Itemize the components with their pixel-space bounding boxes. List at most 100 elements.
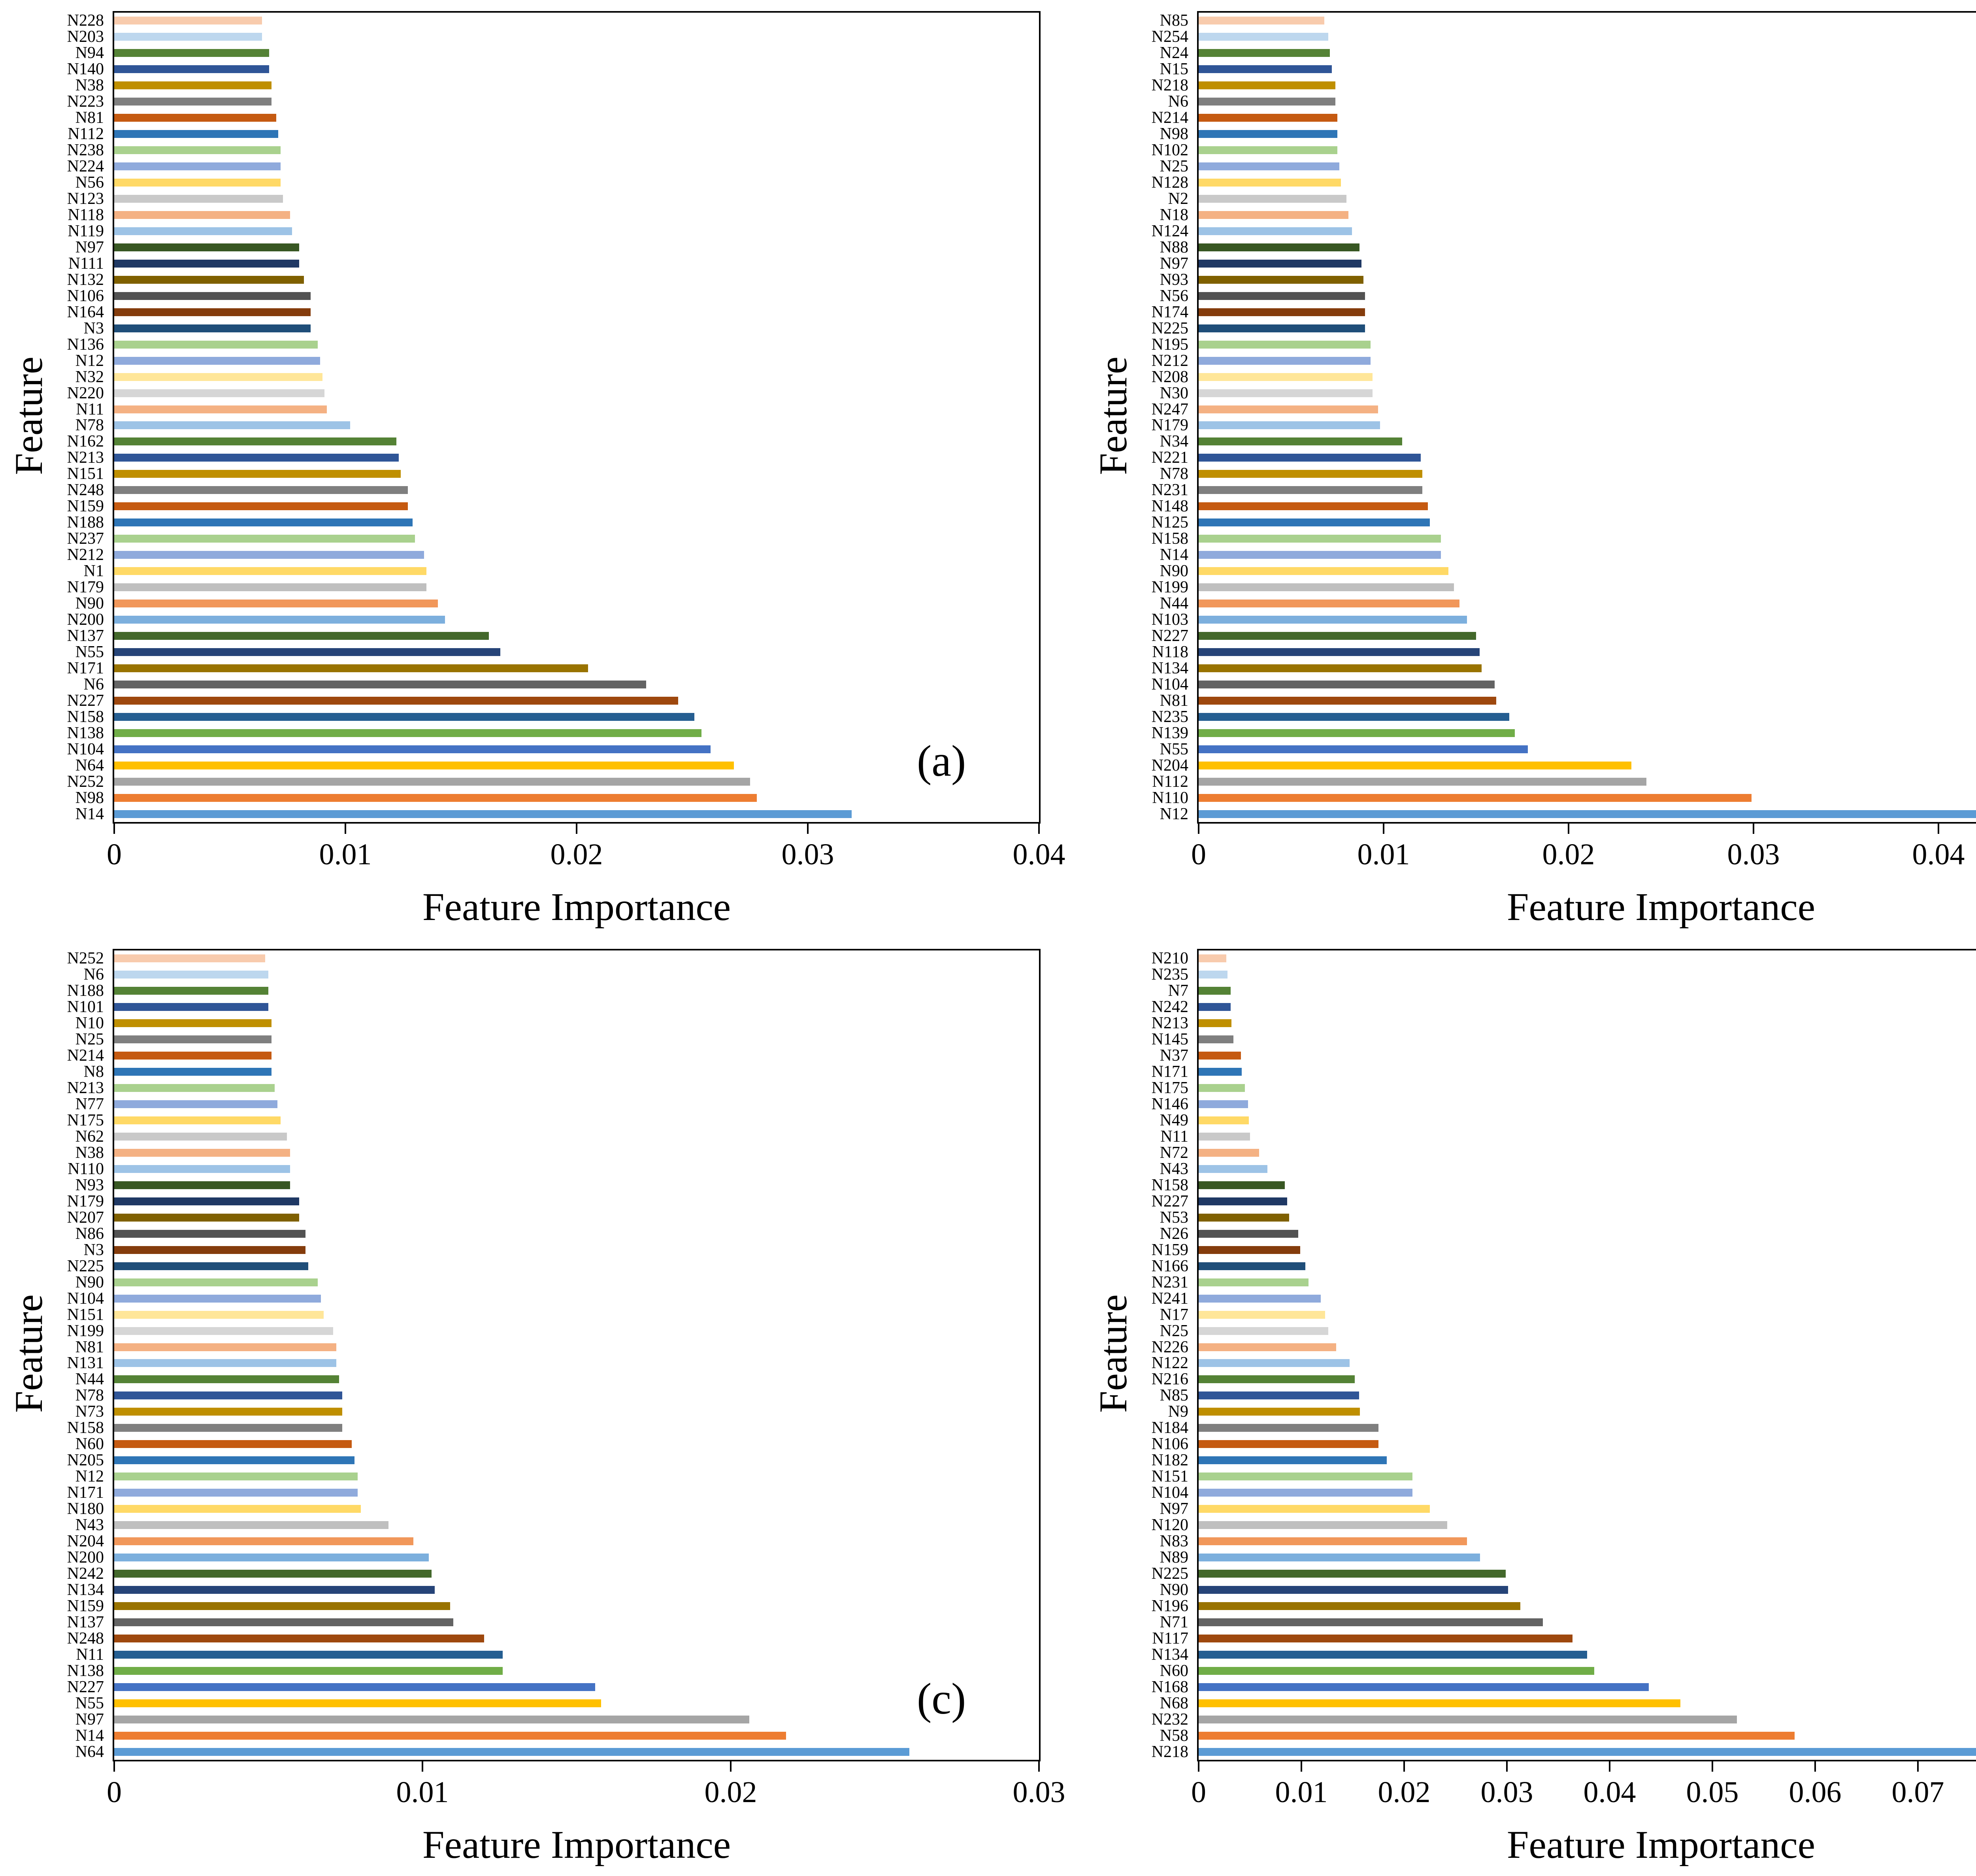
bar <box>1199 1310 1325 1319</box>
bar <box>1199 583 1454 592</box>
bar <box>114 1521 389 1529</box>
y-tick-label: N242 <box>67 1564 104 1583</box>
bar <box>114 49 269 57</box>
bar <box>114 421 350 430</box>
bar <box>114 1618 453 1626</box>
bar <box>1199 729 1515 737</box>
y-tick-label: N60 <box>75 1435 104 1454</box>
y-tick-label: N214 <box>67 1046 104 1065</box>
y-tick-label: N88 <box>1160 238 1188 256</box>
y-tick-label: N137 <box>67 1613 104 1631</box>
y-tick-label: N56 <box>75 173 104 192</box>
y-tick-label: N159 <box>67 1597 104 1615</box>
bar <box>1199 761 1632 769</box>
bar <box>114 308 311 316</box>
y-tick-label: N182 <box>1151 1451 1188 1470</box>
y-tick-label: N151 <box>1151 1467 1188 1486</box>
x-tick-mark <box>1383 824 1384 834</box>
y-tick-label: N12 <box>1160 805 1188 823</box>
bar <box>114 227 292 235</box>
bar <box>114 1278 318 1286</box>
bar <box>114 243 299 251</box>
y-axis-title: Feature <box>1091 1294 1135 1413</box>
x-tick-mark <box>1917 1761 1919 1772</box>
bar <box>114 794 757 802</box>
bar <box>1199 1440 1378 1448</box>
y-tick-label: N6 <box>83 965 104 984</box>
bar <box>114 1731 786 1740</box>
bar <box>1199 502 1428 511</box>
y-tick-label: N58 <box>1160 1726 1188 1745</box>
y-tick-label: N12 <box>75 351 104 370</box>
bar <box>114 954 266 963</box>
plot-area: N210 N235 N7 N242 N213 N145 N37 N171 N175 N146 N49… <box>1152 949 1976 1807</box>
y-tick-label: N225 <box>1151 319 1188 337</box>
bar <box>1199 1019 1232 1028</box>
bar <box>1199 648 1480 656</box>
bar <box>1199 971 1227 979</box>
bar <box>114 486 408 494</box>
x-tick-mark <box>1403 1761 1405 1772</box>
x-axis-title: Feature Importance <box>422 1823 731 1867</box>
y-tick-label: N102 <box>1151 141 1188 160</box>
bar <box>114 1197 299 1205</box>
y-tick-label: N227 <box>67 1678 104 1696</box>
bar <box>114 1715 749 1723</box>
y-tick-label: N171 <box>1151 1063 1188 1081</box>
y-tick-label: N83 <box>1160 1532 1188 1551</box>
x-axis-title: Feature Importance <box>1507 1823 1816 1867</box>
y-tick-label: N228 <box>67 11 104 30</box>
bar <box>1199 1715 1737 1723</box>
y-tick-label: N8 <box>83 1063 104 1081</box>
y-tick-label: N225 <box>67 1257 104 1275</box>
bar <box>114 810 852 818</box>
y-tick-label: N210 <box>1151 949 1188 968</box>
y-tick-label: N44 <box>75 1370 104 1389</box>
y-tick-label: N179 <box>67 578 104 597</box>
y-tick-label: N248 <box>67 481 104 500</box>
bar <box>1199 1294 1321 1303</box>
y-tick-label: N73 <box>75 1403 104 1421</box>
x-tick-mark <box>1038 1761 1040 1772</box>
bar <box>1199 356 1371 365</box>
y-tick-label: N254 <box>1151 28 1188 46</box>
bar <box>114 1035 272 1044</box>
bar <box>114 567 426 575</box>
y-tick-label: N3 <box>83 319 104 337</box>
y-tick-label: N232 <box>1151 1710 1188 1729</box>
y-tick-label: N238 <box>67 141 104 160</box>
bar <box>114 1569 432 1578</box>
y-tick-label: N218 <box>1151 76 1188 95</box>
bar <box>1199 1068 1242 1076</box>
bar <box>1199 1246 1301 1254</box>
bar <box>1199 275 1363 284</box>
bar <box>114 1181 290 1189</box>
bar <box>114 1213 299 1222</box>
y-tick-label: N68 <box>1160 1694 1188 1712</box>
bar <box>114 65 269 74</box>
bar <box>114 470 401 478</box>
y-tick-label: N2 <box>1168 190 1188 208</box>
y-tick-label: N72 <box>1160 1144 1188 1162</box>
y-tick-label: N225 <box>1151 1564 1188 1583</box>
bar <box>114 324 311 332</box>
y-tick-label: N38 <box>75 76 104 95</box>
bar <box>114 98 272 106</box>
y-tick-label: N137 <box>67 626 104 645</box>
bar <box>1199 33 1328 41</box>
y-tick-label: N60 <box>1160 1661 1188 1680</box>
bar <box>1199 292 1365 300</box>
bar <box>114 600 438 608</box>
y-tick-label: N159 <box>1151 1241 1188 1259</box>
bar <box>1199 1391 1359 1400</box>
bar <box>1199 1489 1412 1497</box>
panel-letter: (a) <box>917 737 966 786</box>
y-tick-label: N171 <box>67 1484 104 1502</box>
bar <box>114 1359 336 1367</box>
y-tick-label: N78 <box>75 1386 104 1405</box>
y-tick-label: N158 <box>1151 1176 1188 1194</box>
y-tick-label: N106 <box>67 287 104 305</box>
y-tick-label: N71 <box>1160 1613 1188 1631</box>
bar <box>114 1052 272 1060</box>
y-tick-label: N55 <box>75 1694 104 1712</box>
